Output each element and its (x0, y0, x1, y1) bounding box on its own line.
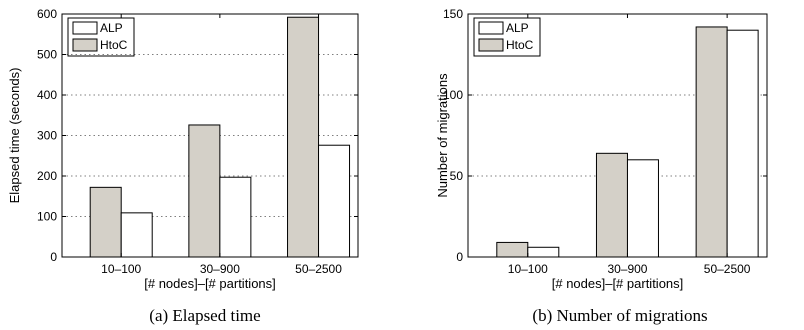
bar-alp-3 (318, 144, 351, 258)
legend-swatch-alp (72, 21, 98, 35)
legend-swatch-htoc (72, 38, 98, 52)
legend-box (473, 17, 541, 57)
legend: ALP HtoC (473, 17, 541, 57)
y-tick-label: 150 (443, 7, 463, 21)
x-tick-label: 50–2500 (295, 262, 342, 276)
bar-htoc-3 (287, 16, 320, 258)
y-tick-label: 50 (450, 169, 464, 183)
y-tick-label: 400 (37, 88, 57, 102)
y-tick-label: 0 (456, 250, 463, 264)
bar-alp-3 (726, 29, 759, 258)
y-tick-label: 100 (443, 88, 463, 102)
y-tick-label: 100 (37, 210, 57, 224)
bar-htoc-1 (496, 241, 529, 258)
bar-htoc-2 (188, 124, 221, 258)
x-tick-label: 50–2500 (704, 262, 751, 276)
y-tick-label: 0 (50, 250, 57, 264)
caption: (b) Number of migrations (532, 306, 707, 325)
bar-alp-2 (626, 159, 659, 258)
legend: ALP HtoC (67, 17, 135, 57)
chart-number-of-migrations: 0 50 100 150 10–100 30–900 50–2500 [# nodes]–… (435, 7, 768, 325)
bar-alp-1 (527, 246, 560, 258)
bar-alp-2 (219, 176, 252, 258)
bar-htoc-2 (595, 152, 628, 258)
x-tick-label: 10–100 (101, 262, 141, 276)
y-tick-label: 500 (37, 48, 57, 62)
legend-box (67, 17, 135, 57)
y-axis-label: Number of migrations (435, 73, 450, 198)
x-tick-label: 30–900 (200, 262, 240, 276)
caption: (a) Elapsed time (149, 306, 260, 325)
legend-label-htoc: HtoC (100, 38, 128, 52)
x-axis-label: [# nodes]–[# partitions] (144, 276, 276, 291)
x-tick-label: 10–100 (508, 262, 548, 276)
x-tick-label: 30–900 (607, 262, 647, 276)
legend-swatch-alp (478, 21, 504, 35)
legend-label-htoc: HtoC (506, 38, 534, 52)
bar-htoc-1 (89, 186, 122, 258)
bar-alp-1 (120, 212, 153, 258)
legend-swatch-htoc (478, 38, 504, 52)
y-tick-label: 300 (37, 129, 57, 143)
y-axis-label: Elapsed time (seconds) (7, 68, 22, 204)
x-axis-label: [# nodes]–[# partitions] (552, 276, 684, 291)
bar-htoc-3 (695, 26, 728, 258)
y-tick-label: 600 (37, 7, 57, 21)
y-tick-label: 200 (37, 169, 57, 183)
plot-frame (467, 13, 768, 258)
legend-label-alp: ALP (506, 21, 529, 35)
legend-label-alp: ALP (100, 21, 123, 35)
